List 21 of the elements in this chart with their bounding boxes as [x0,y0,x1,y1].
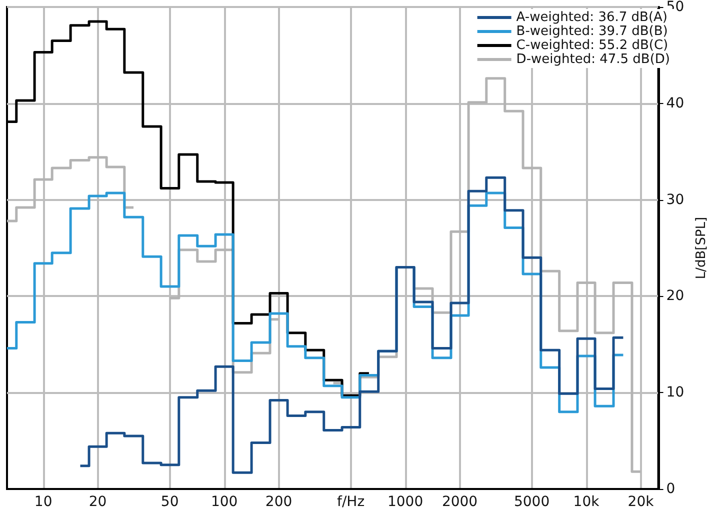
x-tick-label: 20 [88,494,107,510]
legend-label: A-weighted: 36.7 dB(A) [516,10,668,25]
x-tick-label: 200 [265,494,292,510]
x-tick-label: 50 [160,494,179,510]
x-tick-label: 10 [34,494,52,510]
y-tick-label: 0 [666,481,676,497]
x-tick-label: 10k [573,494,600,510]
y-axis-title: L/dB[SPL] [694,216,709,280]
y-tick-label: 30 [666,192,684,208]
x-tick-label: 5000 [514,494,550,510]
legend-label: B-weighted: 39.7 dB(B) [516,24,668,39]
x-tick-label: 20k [628,494,655,510]
x-tick-label: 2000 [442,494,478,510]
y-tick-label: 20 [666,288,684,304]
x-tick-label: f/Hz [337,494,365,510]
y-tick-label: 10 [666,384,684,401]
x-tick-label: 1000 [387,494,424,510]
y-tick-label: 40 [666,95,684,112]
legend-label: C-weighted: 55.2 dB(C) [516,38,668,53]
legend-label: D-weighted: 47.5 dB(D) [516,52,670,67]
x-tick-label: 100 [210,494,238,510]
